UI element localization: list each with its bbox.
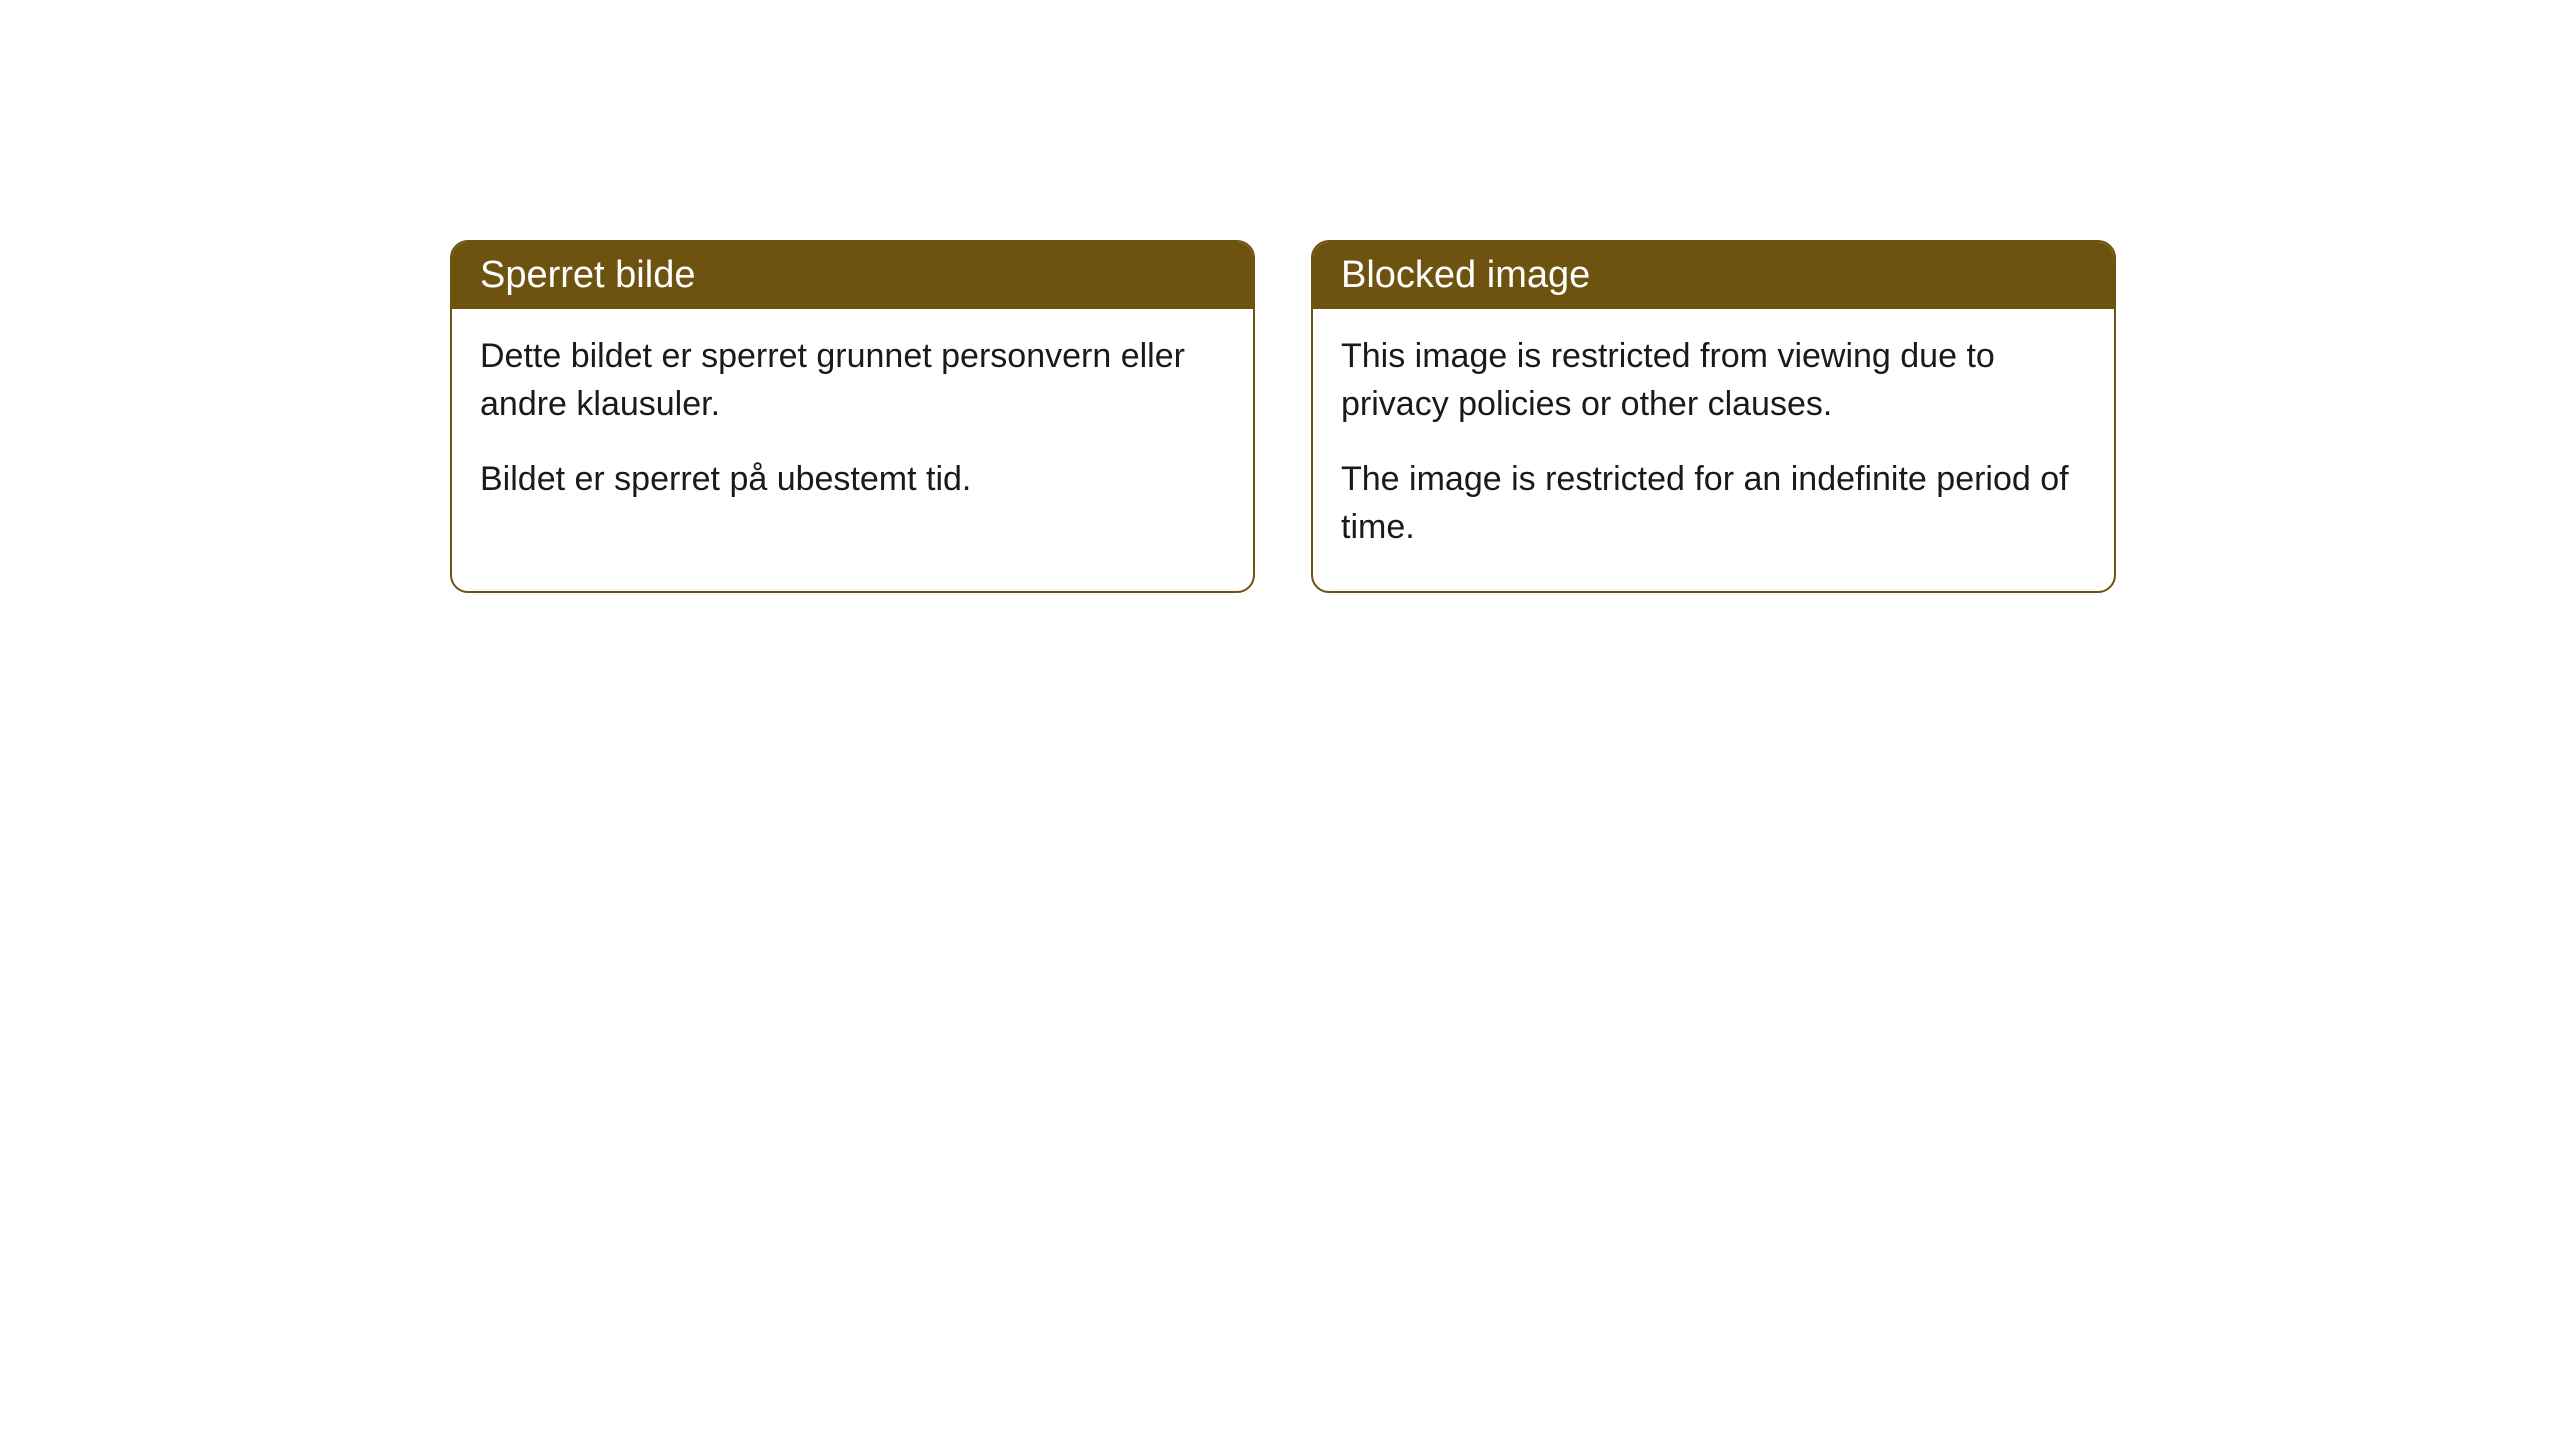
blocked-image-card-norwegian: Sperret bilde Dette bildet er sperret gr…	[450, 240, 1255, 593]
card-paragraph: Dette bildet er sperret grunnet personve…	[480, 333, 1225, 428]
card-body: This image is restricted from viewing du…	[1313, 309, 2114, 591]
card-paragraph: Bildet er sperret på ubestemt tid.	[480, 456, 1225, 504]
card-paragraph: This image is restricted from viewing du…	[1341, 333, 2086, 428]
blocked-image-card-english: Blocked image This image is restricted f…	[1311, 240, 2116, 593]
card-paragraph: The image is restricted for an indefinit…	[1341, 456, 2086, 551]
card-header: Blocked image	[1313, 242, 2114, 309]
card-header: Sperret bilde	[452, 242, 1253, 309]
card-body: Dette bildet er sperret grunnet personve…	[452, 309, 1253, 544]
notice-cards-container: Sperret bilde Dette bildet er sperret gr…	[450, 240, 2116, 593]
